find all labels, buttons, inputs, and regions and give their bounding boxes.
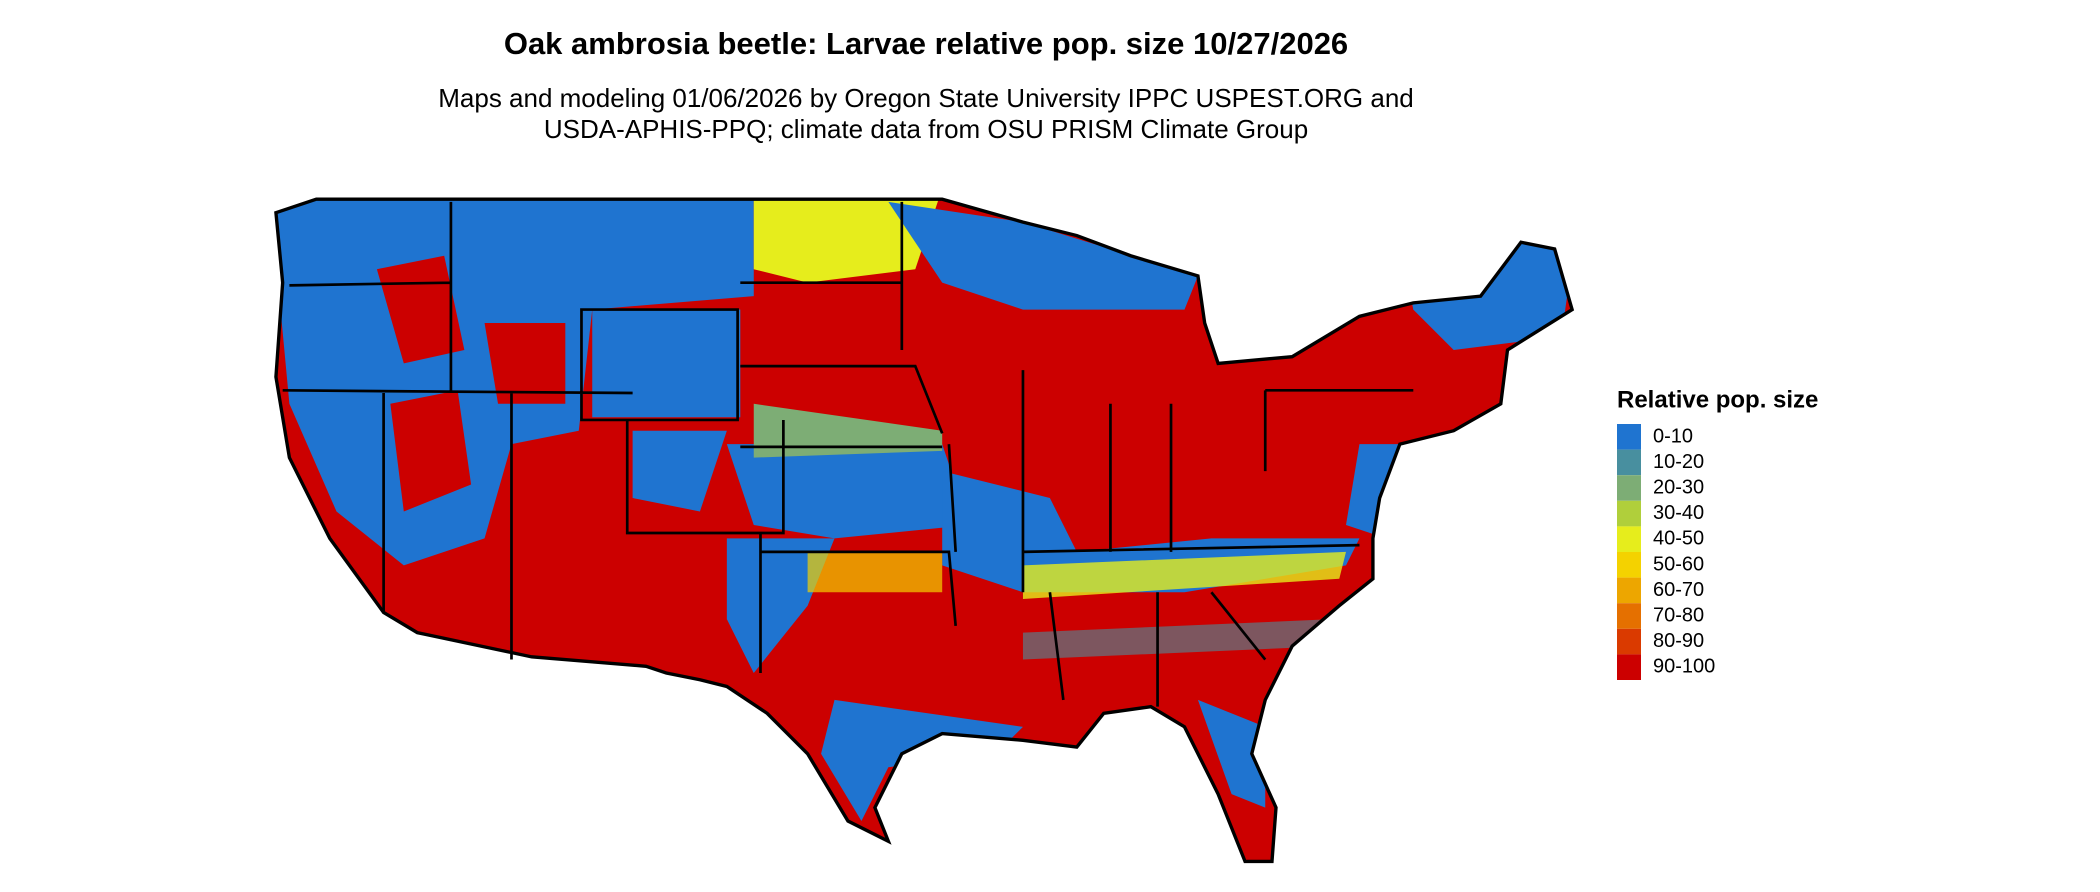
legend-label: 10-20	[1653, 451, 1704, 473]
state-lines	[282, 201, 1414, 707]
legend-swatch	[1617, 424, 1641, 450]
legend-label: 30-40	[1653, 502, 1704, 524]
legend-label: 70-80	[1653, 604, 1704, 626]
legend-label: 60-70	[1653, 579, 1704, 601]
legend-label: 50-60	[1653, 553, 1704, 575]
legend-label: 80-90	[1653, 630, 1704, 652]
subtitle: Maps and modeling 01/06/2026 by Oregon S…	[438, 83, 1414, 113]
map	[274, 197, 1574, 864]
legend-swatch	[1617, 449, 1641, 476]
legend-swatch	[1617, 526, 1641, 552]
legend: 0-10 10-20 20-30 30-40 40-50 50-60 60-70 70-80 8…	[1617, 424, 1715, 680]
legend-label: 0-10	[1653, 425, 1693, 447]
legend-swatch	[1617, 475, 1641, 501]
legend-swatch	[1617, 654, 1641, 680]
legend-swatch	[1617, 628, 1641, 655]
legend-label: 20-30	[1653, 476, 1704, 498]
map-fill	[275, 199, 1573, 862]
legend-label: 90-100	[1653, 656, 1715, 678]
legend-swatch	[1617, 500, 1641, 527]
legend-swatch	[1617, 603, 1641, 629]
legend-swatch	[1617, 577, 1641, 604]
legend-label: 40-50	[1653, 528, 1704, 550]
legend-swatch	[1617, 552, 1641, 578]
map-title: Oak ambrosia beetle: Larvae relative pop…	[504, 26, 1348, 61]
subtitle: USDA-APHIS-PPQ; climate data from OSU PR…	[544, 114, 1308, 144]
legend-title: Relative pop. size	[1617, 386, 1818, 413]
